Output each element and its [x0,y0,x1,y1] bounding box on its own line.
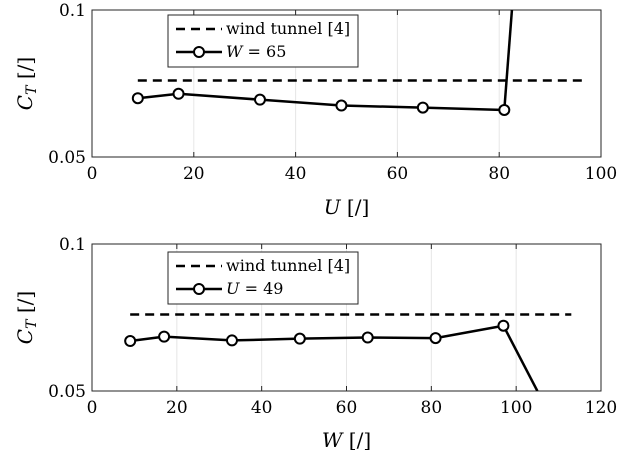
y-axis-label: CT [/] [13,291,40,344]
x-axis-label: W [/] [322,428,371,452]
x-tick-label: 0 [87,164,98,184]
x-tick-label: 20 [183,164,205,184]
x-tick-label: 40 [251,398,273,418]
legend-label: U = 49 [226,279,283,298]
bottom-plot: 0 20 40 60 80 100 120 0.05 0.1 W [/] CT [/] wind tu… [13,235,617,452]
x-tick-label: 40 [285,164,307,184]
x-tick-label: 20 [166,398,188,418]
legend-box [167,251,359,305]
x-tick-label: 80 [488,164,510,184]
x-tick-label: 120 [585,398,617,418]
y-axis-label: CT [/] [13,57,40,110]
series-continuation [503,10,514,111]
data-point [497,319,510,332]
x-tick-label: 100 [585,164,617,184]
x-tick-label: 80 [421,398,443,418]
data-point [429,332,442,345]
data-point [361,331,374,344]
x-tick-label: 100 [500,398,532,418]
series-group [131,10,586,116]
data-point [335,99,348,112]
series-continuation [502,325,539,391]
data-point [131,92,144,105]
x-tick-label: 60 [336,398,358,418]
data-point [293,332,306,345]
data-point [124,335,137,348]
x-tick-label: 60 [387,164,409,184]
data-point [225,334,238,347]
series-line [137,92,505,112]
legend-label: W = 65 [226,42,286,61]
y-tick-label: 0.1 [59,1,86,21]
data-point [253,93,266,106]
legend-label: wind tunnel [4] [226,256,350,275]
x-tick-label: 0 [87,398,98,418]
axes-box [91,9,602,158]
legend-box [167,14,359,68]
series-line [130,324,504,343]
data-point [498,103,511,116]
data-point [172,87,185,100]
data-point [416,101,429,114]
series-group [124,313,572,391]
top-plot: 0 20 40 60 80 100 0.05 0.1 U [/] CT [/] wind tunne… [13,1,617,219]
y-tick-label: 0.05 [48,382,86,402]
legend-swatch-marker [193,46,205,58]
y-tick-label: 0.05 [48,148,86,168]
x-axis-label: U [/] [324,195,370,219]
data-point [158,330,171,343]
legend-swatch-marker [193,283,205,295]
legend-label: wind tunnel [4] [226,19,350,38]
y-tick-label: 0.1 [59,235,86,255]
